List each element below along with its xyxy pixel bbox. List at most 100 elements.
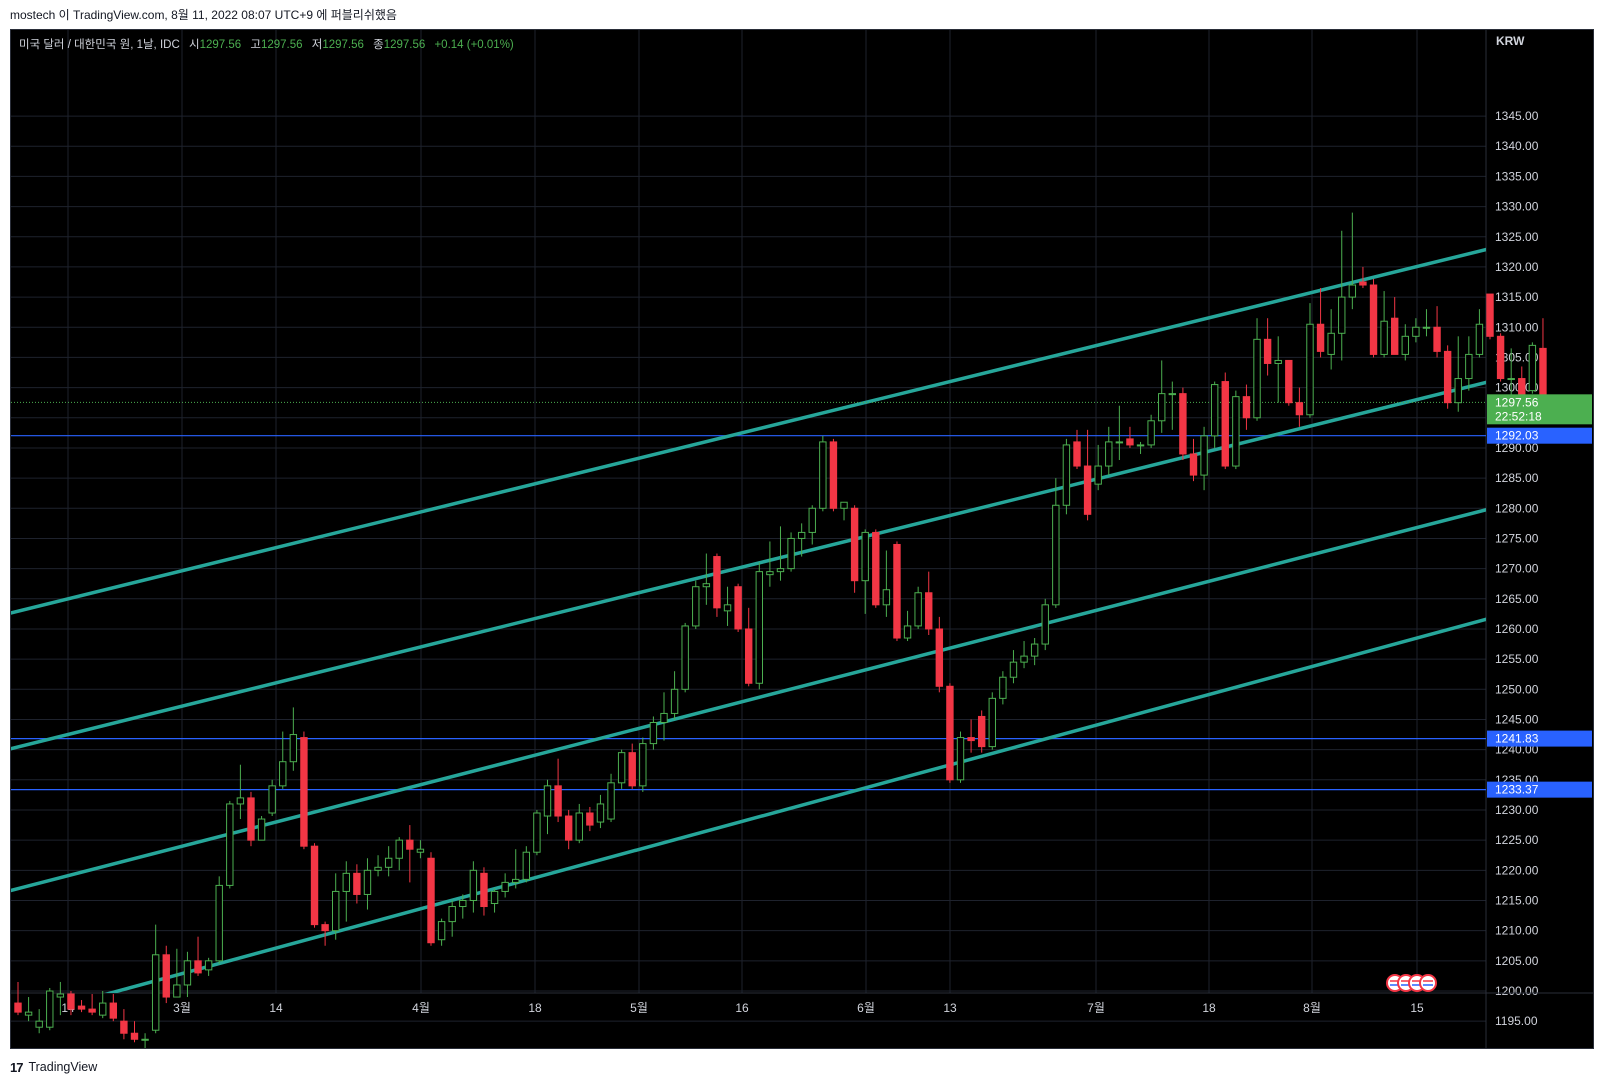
candle-body[interactable] (183, 960, 192, 986)
candle-body[interactable] (1465, 353, 1473, 380)
candle-body[interactable] (257, 818, 266, 841)
candle-body[interactable] (247, 797, 255, 841)
candle-body[interactable] (512, 878, 520, 883)
candle-body[interactable] (1158, 393, 1166, 422)
candle-body[interactable] (1189, 453, 1198, 476)
candle-body[interactable] (819, 441, 827, 509)
candle-body[interactable] (77, 1005, 86, 1010)
candle-body[interactable] (194, 960, 202, 974)
candle-body[interactable] (840, 501, 848, 509)
candle-body[interactable] (88, 1008, 96, 1013)
candle-body[interactable] (1242, 396, 1251, 419)
candle-body[interactable] (416, 848, 425, 853)
candle-body[interactable] (1041, 604, 1049, 645)
candle-body[interactable] (321, 924, 329, 932)
candle-body[interactable] (617, 752, 626, 784)
candle-body[interactable] (1073, 441, 1081, 467)
candle-body[interactable] (734, 586, 742, 630)
candle-body[interactable] (490, 890, 499, 905)
candle-body[interactable] (99, 1002, 107, 1016)
candle-body[interactable] (1263, 338, 1272, 364)
candle-body[interactable] (533, 812, 541, 853)
candle-body[interactable] (776, 568, 785, 573)
candle-body[interactable] (1083, 465, 1092, 515)
candle-body[interactable] (1232, 396, 1240, 467)
candle-body[interactable] (522, 851, 531, 880)
candle-body[interactable] (766, 571, 774, 576)
candle-body[interactable] (1338, 296, 1346, 334)
candle-body[interactable] (14, 1002, 22, 1013)
chart-area[interactable]: 143월144월185월166월137월188월151345.001340.00… (10, 29, 1594, 1049)
candle-body[interactable] (670, 688, 679, 714)
candle-body[interactable] (363, 869, 372, 895)
candle-body[interactable] (1210, 384, 1219, 437)
candle-body[interactable] (713, 556, 721, 609)
candle-body[interactable] (1147, 420, 1155, 446)
candle-body[interactable] (1433, 326, 1441, 352)
candle-body[interactable] (925, 592, 933, 630)
candle-body[interactable] (469, 869, 478, 901)
candle-body[interactable] (268, 785, 276, 814)
candle-body[interactable] (797, 531, 806, 539)
candle-body[interactable] (1136, 444, 1145, 447)
candle-body[interactable] (236, 797, 245, 805)
candle-body[interactable] (1126, 438, 1134, 446)
candle-body[interactable] (332, 890, 340, 932)
candle-body[interactable] (109, 1002, 118, 1019)
candle-body[interactable] (459, 899, 467, 908)
price-chart[interactable]: 143월144월185월166월137월188월151345.001340.00… (11, 30, 1593, 1048)
candle-body[interactable] (681, 625, 689, 690)
candle-body[interactable] (702, 583, 711, 588)
candle-body[interactable] (787, 537, 795, 570)
candle-body[interactable] (300, 737, 308, 847)
candle-body[interactable] (395, 839, 403, 859)
candle-body[interactable] (872, 531, 880, 606)
candle-body[interactable] (67, 993, 75, 1010)
candle-body[interactable] (586, 812, 594, 826)
candle-body[interactable] (1009, 661, 1018, 678)
candle-body[interactable] (596, 803, 605, 823)
candle-body[interactable] (1486, 293, 1494, 337)
candle-body[interactable] (226, 803, 234, 886)
candle-body[interactable] (162, 954, 170, 998)
candle-body[interactable] (1221, 381, 1229, 467)
candle-body[interactable] (755, 571, 763, 684)
candle-body[interactable] (289, 734, 298, 763)
candle-body[interactable] (1391, 317, 1399, 355)
candle-body[interactable] (501, 881, 509, 892)
candle-body[interactable] (914, 592, 922, 627)
candle-body[interactable] (1454, 378, 1462, 404)
candle-body[interactable] (46, 990, 54, 1028)
candle-body[interactable] (1105, 441, 1113, 467)
channel-trend-line[interactable] (11, 366, 1550, 751)
candle-body[interactable] (1422, 326, 1431, 329)
candle-body[interactable] (1094, 465, 1102, 485)
candle-body[interactable] (607, 782, 615, 820)
candle-body[interactable] (649, 721, 658, 745)
candle-body[interactable] (564, 815, 573, 841)
candle-body[interactable] (1443, 350, 1452, 404)
candle-body[interactable] (1200, 435, 1208, 476)
candle-body[interactable] (1528, 344, 1537, 392)
candle-body[interactable] (1327, 332, 1335, 355)
candle-body[interactable] (279, 761, 287, 787)
candle-body[interactable] (967, 737, 975, 742)
candle-body[interactable] (554, 785, 562, 817)
candle-body[interactable] (999, 676, 1007, 699)
candle-body[interactable] (543, 785, 552, 817)
candle-body[interactable] (1348, 284, 1357, 298)
candle-body[interactable] (977, 715, 986, 748)
candle-body[interactable] (660, 712, 668, 723)
candle-body[interactable] (130, 1032, 139, 1040)
candle-body[interactable] (1359, 281, 1367, 286)
candle-body[interactable] (448, 906, 456, 923)
candle-body[interactable] (342, 872, 350, 892)
candle-body[interactable] (692, 586, 700, 627)
candle-body[interactable] (850, 507, 859, 582)
candle-body[interactable] (56, 993, 65, 998)
candle-body[interactable] (1412, 326, 1420, 337)
candle-body[interactable] (628, 752, 636, 787)
candle-body[interactable] (1369, 284, 1378, 355)
candle-body[interactable] (1316, 323, 1325, 352)
candle-body[interactable] (35, 1020, 43, 1028)
